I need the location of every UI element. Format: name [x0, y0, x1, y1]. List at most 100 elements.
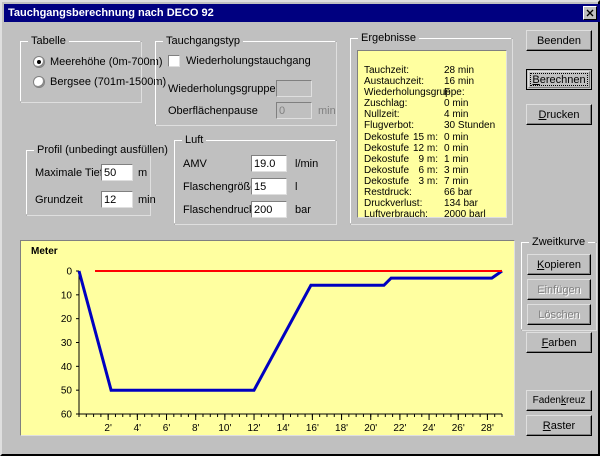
- result-depth: 9 m:: [418, 153, 438, 165]
- drucken-button[interactable]: Drucken: [526, 104, 592, 125]
- chart-x-tick-label: 28': [481, 423, 494, 434]
- chart-x-tick-label: 4': [134, 423, 142, 434]
- title-bar: Tauchgangsberechnung nach DECO 92: [4, 4, 600, 22]
- kopieren-button[interactable]: Kopieren: [527, 254, 591, 275]
- chart-x-tick-label: 24': [423, 423, 436, 434]
- result-label: Druckverlust:: [364, 198, 423, 210]
- result-label: Zuschlag:: [364, 98, 408, 110]
- dive-profile-chart[interactable]: Meter 0 10 20 30 40 50 60 2' 4' 6' 8' 10' 12' 14' 16' 18…: [20, 240, 515, 436]
- result-label: Dekostufe: [364, 175, 410, 187]
- chart-ylabel: Meter: [31, 246, 58, 257]
- unit-oberflaechenpause: min: [318, 105, 336, 117]
- raster-button[interactable]: Raster: [526, 415, 592, 436]
- result-row: Druckverlust: 134 bar: [364, 198, 504, 209]
- results-list: Tauchzeit: 28 min Austauchzeit: 16 min Wiede…: [364, 65, 504, 220]
- chart-x-tick-label: 2': [104, 423, 112, 434]
- result-value: F: [444, 87, 451, 99]
- unit-grundzeit: min: [138, 194, 156, 206]
- chart-x-tick-label: 22': [393, 423, 406, 434]
- group-tabelle: Tabelle Meerehöhe (0m-700m) Bergsee (701…: [20, 35, 166, 103]
- result-value: 66 bar: [444, 187, 473, 199]
- drucken-button-label: Drucken: [538, 108, 580, 121]
- chart-x-tick-label: 10': [218, 423, 231, 434]
- label-amv: AMV: [183, 158, 207, 170]
- result-label: Dekostufe: [364, 142, 410, 154]
- radio-bergsee[interactable]: Bergsee (701m-1500m): [33, 76, 166, 88]
- chart-svg: Meter 0 10 20 30 40 50 60 2' 4' 6' 8' 10' 12' 14' 16' 18…: [31, 246, 503, 434]
- result-row: Dekostufe 9 m: 1 min: [364, 154, 504, 165]
- result-row: Austauchzeit: 16 min: [364, 76, 504, 87]
- beenden-button[interactable]: Beenden: [526, 30, 592, 51]
- einfuegen-button-label: Einfügen: [537, 283, 581, 296]
- unit-flaschengroesse: l: [295, 181, 298, 193]
- result-value: 7 min: [444, 175, 469, 187]
- result-row: Nullzeit: 4 min: [364, 109, 504, 120]
- checkbox-wiederholungstauchgang-box: [168, 55, 180, 67]
- result-row: Zuschlag: 0 min: [364, 98, 504, 109]
- berechnen-button-label: Berechnen: [532, 73, 586, 86]
- result-depth: 6 m:: [418, 164, 438, 176]
- radio-meereshoehe[interactable]: Meerehöhe (0m-700m): [33, 56, 163, 68]
- unit-flaschendruck: bar: [295, 204, 311, 216]
- result-row: Tauchzeit: 28 min: [364, 65, 504, 76]
- result-value: 30 Stunden: [444, 120, 496, 132]
- result-row: Restdruck: 66 bar: [364, 187, 504, 198]
- unit-amv: l/min: [295, 158, 319, 170]
- group-ergebnisse: Ergebnisse Tauchzeit: 28 min Austauchzeit:…: [350, 32, 513, 225]
- group-luft-legend: Luft: [182, 134, 207, 146]
- result-row: Dekostufe 6 m: 3 min: [364, 165, 504, 176]
- chart-x-tick-label: 14': [277, 423, 290, 434]
- label-oberflaechenpause: Oberflächenpause: [168, 105, 258, 117]
- result-label: Restdruck:: [364, 187, 412, 199]
- result-value: 4 min: [444, 109, 469, 121]
- group-tauchgangstyp: Tauchgangstyp Wiederholungstauchgang Wie…: [155, 35, 337, 126]
- input-grundzeit[interactable]: 12: [101, 191, 133, 208]
- input-flaschendruck[interactable]: 200: [251, 201, 287, 218]
- checkbox-wiederholungstauchgang[interactable]: Wiederholungstauchgang: [168, 55, 311, 67]
- result-row: Dekostufe 3 m: 7 min: [364, 176, 504, 187]
- chart-x-tick-label: 26': [452, 423, 465, 434]
- result-label: Luftverbrauch:: [364, 209, 428, 221]
- group-zweitkurve: Zweitkurve Kopieren Einfügen Löschen: [521, 236, 597, 331]
- result-depth: 15 m:: [412, 131, 438, 143]
- radio-meereshoehe-mark: [33, 56, 45, 68]
- result-label: Dekostufe: [364, 153, 410, 165]
- chart-x-tick-label: 12': [248, 423, 261, 434]
- chart-y-tick-label: 10: [61, 290, 73, 301]
- chart-series-tauchprofil: [77, 269, 503, 392]
- result-value: 0 min: [444, 142, 469, 154]
- input-flaschengroesse[interactable]: 15: [251, 178, 287, 195]
- result-value: 134 bar: [444, 198, 478, 210]
- chart-x-tick-label: 8': [192, 423, 200, 434]
- chart-y-tick-label: 0: [66, 267, 72, 278]
- einfuegen-button[interactable]: Einfügen: [527, 279, 591, 300]
- result-label: Dekostufe: [364, 164, 410, 176]
- loeschen-button[interactable]: Löschen: [527, 304, 591, 325]
- close-icon[interactable]: [583, 6, 597, 20]
- result-label: Wiederholungsgruppe:: [364, 87, 465, 99]
- chart-y-tick-label: 40: [61, 362, 73, 373]
- input-oberflaechenpause[interactable]: 0: [276, 102, 312, 119]
- input-wiederholungsgruppe[interactable]: [276, 80, 312, 97]
- berechnen-button[interactable]: Berechnen: [526, 69, 592, 90]
- fadenkreuz-button[interactable]: Fadenkreuz: [526, 390, 592, 411]
- input-maximale-tiefe[interactable]: 50: [101, 164, 133, 181]
- result-label: Dekostufe: [364, 131, 410, 143]
- farben-button[interactable]: Farben: [526, 332, 592, 353]
- farben-button-label: Farben: [541, 336, 577, 349]
- radio-bergsee-label: Bergsee (701m-1500m): [50, 76, 167, 88]
- group-luft: Luft AMV 19.0 l/min Flaschengröße 15 l F…: [174, 134, 337, 225]
- loeschen-button-label: Löschen: [538, 308, 580, 321]
- input-amv[interactable]: 19.0: [251, 155, 287, 172]
- result-row: Dekostufe 15 m: 0 min: [364, 132, 504, 143]
- result-value: 3 min: [444, 164, 469, 176]
- chart-x-tick-label: 6': [163, 423, 171, 434]
- result-label: Nullzeit:: [364, 109, 400, 121]
- unit-maximale-tiefe: m: [138, 167, 148, 179]
- group-ergebnisse-legend: Ergebnisse: [358, 32, 420, 44]
- result-value: 0 min: [444, 131, 469, 143]
- checkbox-wiederholungstauchgang-label: Wiederholungstauchgang: [186, 55, 311, 67]
- chart-x-tick-label: 16': [306, 423, 319, 434]
- result-label: Flugverbot:: [364, 120, 415, 132]
